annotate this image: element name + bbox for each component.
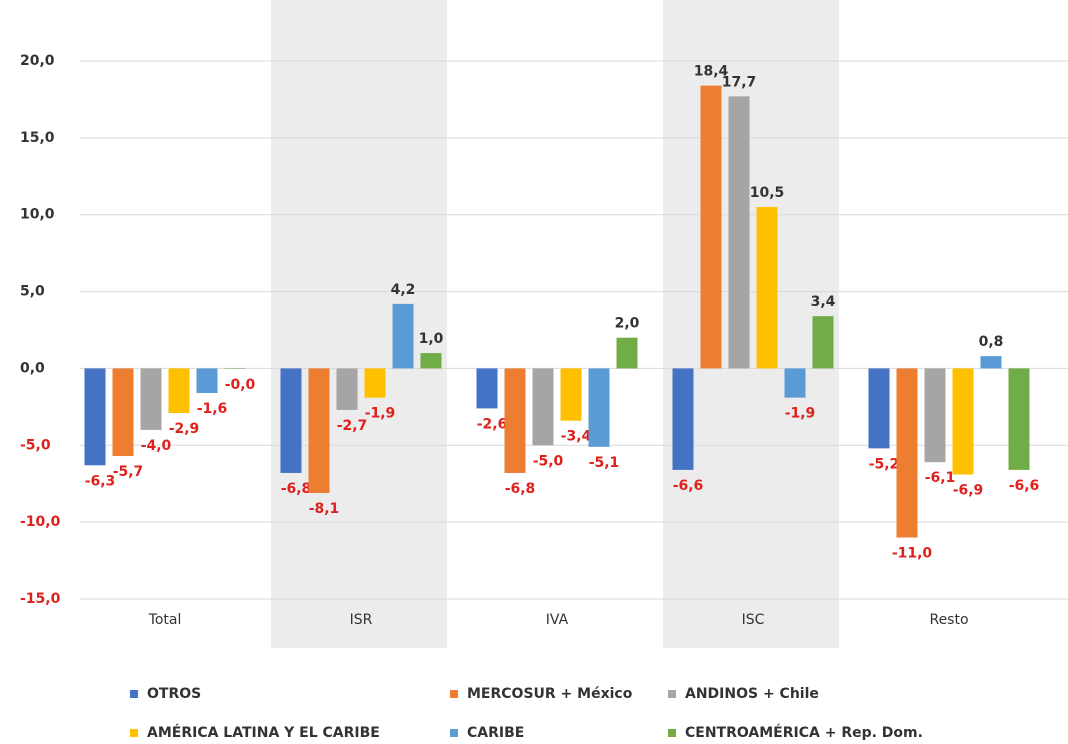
value-label: 17,7 [722,74,757,90]
bar [420,353,442,369]
y-tick-label: -10,0 [20,514,61,530]
bar [196,368,218,394]
y-tick-label: 10,0 [20,207,55,223]
y-tick-label: 20,0 [20,53,55,69]
bar [896,368,918,538]
y-tick-label: -5,0 [20,437,51,453]
bar [140,368,162,430]
value-label: -5,0 [533,453,564,469]
value-label: 4,2 [391,282,416,298]
band-shading [663,0,839,648]
bar [784,368,806,398]
bar [812,316,834,369]
bar [336,368,358,410]
bar [504,368,526,473]
value-label: -2,9 [169,421,200,437]
value-label: 3,4 [811,294,836,310]
y-tick-label: -15,0 [20,591,61,607]
value-label: 10,5 [750,185,785,201]
value-label: -1,6 [197,401,228,417]
legend-label: CENTROAMÉRICA + Rep. Dom. [685,724,923,741]
bar [168,368,190,414]
bar [700,85,722,369]
value-label: -6,8 [505,481,536,497]
bar [952,368,974,475]
legend-label: MERCOSUR + México [467,686,633,702]
value-label: 2,0 [615,316,640,332]
bar [980,356,1002,369]
value-label: -5,2 [869,456,900,472]
value-label: -6,8 [281,481,312,497]
legend-label: CARIBE [467,725,524,741]
legend-swatch [130,729,138,737]
value-label: -6,9 [953,482,984,498]
value-label: -11,0 [892,546,933,562]
legend-swatch [130,690,138,698]
bar [588,368,610,447]
bar [364,368,386,398]
y-tick-label: 0,0 [20,360,45,376]
x-tick-label: Resto [929,612,968,628]
bar [84,368,106,466]
value-label: -6,3 [85,473,116,489]
value-label: -2,7 [337,418,368,434]
value-label: 1,0 [419,331,444,347]
value-label: 0,8 [979,334,1004,350]
value-label: -1,9 [365,406,396,422]
x-tick-label: IVA [546,612,569,628]
x-tick-label: ISR [350,612,373,628]
legend-swatch [450,690,458,698]
bar [1008,368,1030,470]
bar [532,368,554,446]
bar [280,368,302,473]
value-label: -8,1 [309,501,340,517]
legend-swatch [668,729,676,737]
value-label: -3,4 [561,429,592,445]
value-label: 18,4 [694,64,729,80]
value-label: -6,6 [1009,478,1040,494]
value-label: -0,0 [225,377,256,393]
x-tick-label: ISC [742,612,765,628]
bar [560,368,582,421]
legend-label: ANDINOS + Chile [685,686,819,702]
bar [728,96,750,369]
legend-swatch [668,690,676,698]
bar [308,368,330,493]
y-tick-label: 15,0 [20,130,55,146]
legend-label: OTROS [147,686,201,702]
legend-swatch [450,729,458,737]
y-tick-label: 5,0 [20,284,45,300]
bar [616,337,638,369]
value-label: -4,0 [141,438,172,454]
value-label: -5,7 [113,464,144,480]
value-label: -2,6 [477,416,508,432]
bar [924,368,946,463]
bar [112,368,134,457]
bar [868,368,890,449]
value-label: -6,1 [925,470,956,486]
bar [392,303,414,369]
value-label: -6,6 [673,478,704,494]
bar [756,207,778,369]
value-label: -5,1 [589,455,620,471]
x-tick-label: Total [148,612,182,628]
band-shading [271,0,447,648]
bar [672,368,694,470]
value-label: -1,9 [785,406,816,422]
legend-label: AMÉRICA LATINA Y EL CARIBE [147,724,380,741]
bar [476,368,498,409]
